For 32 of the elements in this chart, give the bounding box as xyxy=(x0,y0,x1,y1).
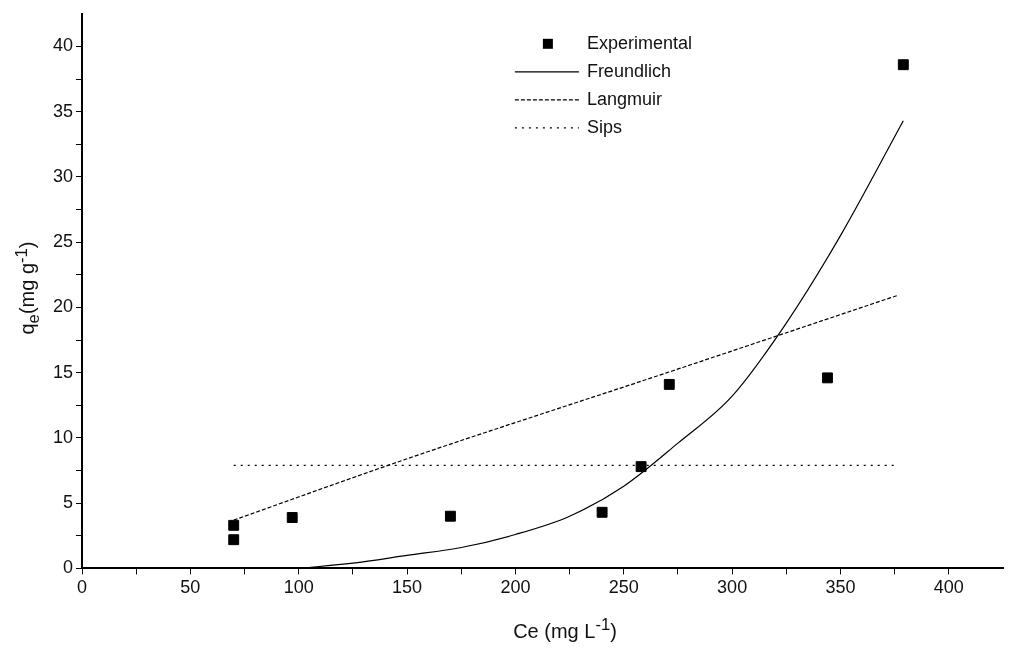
point xyxy=(822,372,833,384)
x-tick-label: 400 xyxy=(933,577,964,598)
x-tick-label: 50 xyxy=(180,577,201,598)
y-tick-label: 0 xyxy=(63,557,74,578)
y-tick-label: 30 xyxy=(52,165,74,186)
point xyxy=(635,461,647,473)
x-tick-label: 150 xyxy=(392,577,423,598)
y-tick-label: 20 xyxy=(52,296,74,317)
x-tick-label: 0 xyxy=(77,577,88,598)
legend-label: Freundlich xyxy=(586,60,671,81)
point xyxy=(596,506,608,518)
x-tick-label: 250 xyxy=(608,577,639,598)
y-tick-label: 10 xyxy=(52,426,74,447)
legend-label: Sips xyxy=(586,116,622,137)
y-tick-label: 35 xyxy=(52,100,74,121)
point xyxy=(444,510,456,522)
y-tick-label: 40 xyxy=(52,35,74,56)
x-tick-label: 200 xyxy=(500,577,531,598)
point xyxy=(897,59,909,71)
point xyxy=(663,378,675,390)
point xyxy=(228,534,240,546)
point xyxy=(228,519,240,531)
x-axis-title: Ce (mg L$^{-1}$) xyxy=(512,615,618,643)
x-tick-label: 100 xyxy=(283,577,314,598)
legend-label: Langmuir xyxy=(586,88,662,109)
y-tick-label: 25 xyxy=(52,231,74,252)
y-tick-label: 5 xyxy=(63,492,74,513)
x-tick-label: 300 xyxy=(717,577,748,598)
x-tick-label: 350 xyxy=(825,577,856,598)
legend-label: Experimental xyxy=(586,32,692,53)
point xyxy=(286,512,298,523)
y-tick-label: 15 xyxy=(52,361,74,382)
